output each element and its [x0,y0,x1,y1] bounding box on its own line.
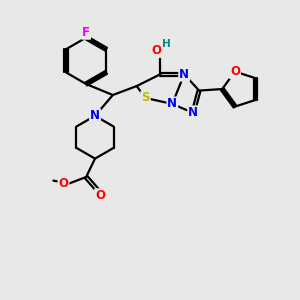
Text: N: N [188,106,198,119]
Text: O: O [58,177,68,190]
Text: S: S [141,92,150,104]
Text: O: O [230,65,240,78]
Text: H: H [162,40,171,50]
Text: F: F [82,26,90,39]
Text: N: N [90,109,100,122]
Text: N: N [167,98,177,110]
Text: O: O [95,189,105,202]
Text: N: N [179,68,189,81]
Text: O: O [151,44,161,57]
